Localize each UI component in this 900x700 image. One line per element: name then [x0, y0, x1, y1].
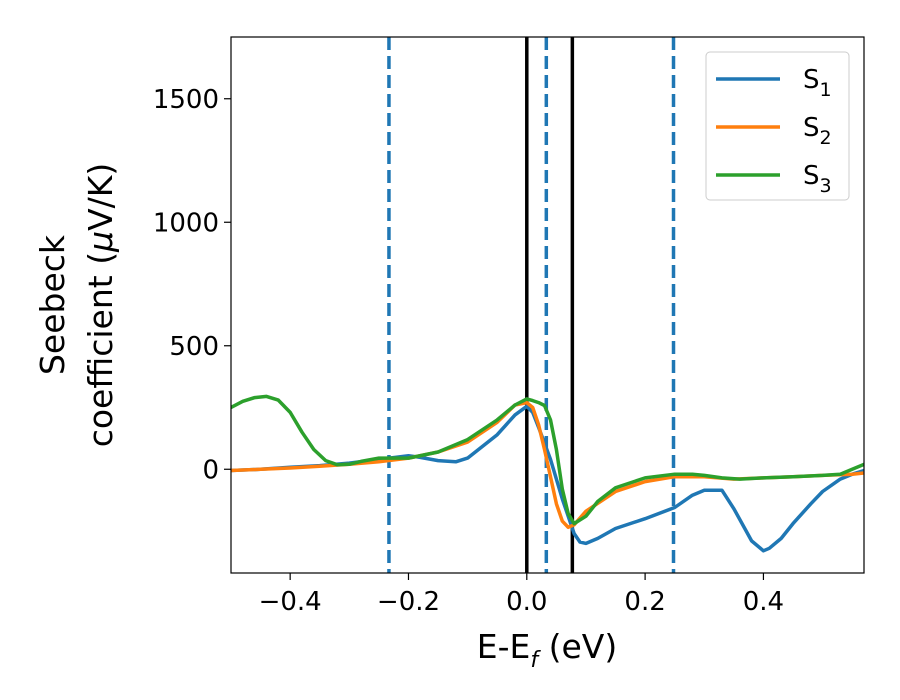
- y-axis-ticks: 0 500 1000 1500: [153, 85, 231, 485]
- x-axis-label: E-Ef (eV): [477, 627, 617, 673]
- x-axis-ticks: −0.4 −0.2 0.0 0.2 0.4: [259, 573, 784, 617]
- legend: S1 S2 S3: [705, 51, 850, 201]
- legend-label-s1: S1: [803, 65, 832, 101]
- vertical-reference-lines: [387, 37, 676, 573]
- x-tick-label: −0.4: [259, 587, 322, 617]
- y-axis-label-line1: Seebeck: [33, 234, 72, 375]
- y-tick-label: 0: [202, 455, 219, 485]
- y-tick-label: 1000: [153, 208, 219, 238]
- y-tick-label: 1500: [153, 85, 219, 115]
- legend-label-s2: S2: [803, 113, 832, 149]
- x-tick-label: 0.4: [743, 587, 784, 617]
- series-lines: [231, 394, 864, 553]
- x-tick-label: 0.0: [506, 587, 547, 617]
- x-tick-label: 0.2: [624, 587, 665, 617]
- x-tick-label: −0.2: [377, 587, 440, 617]
- y-axis-label-line2: coefficient (μV/K): [81, 163, 120, 448]
- y-tick-label: 500: [169, 332, 219, 362]
- plot-frame: [230, 36, 865, 574]
- legend-label-s3: S3: [803, 161, 832, 197]
- series-line-s3: [231, 394, 864, 526]
